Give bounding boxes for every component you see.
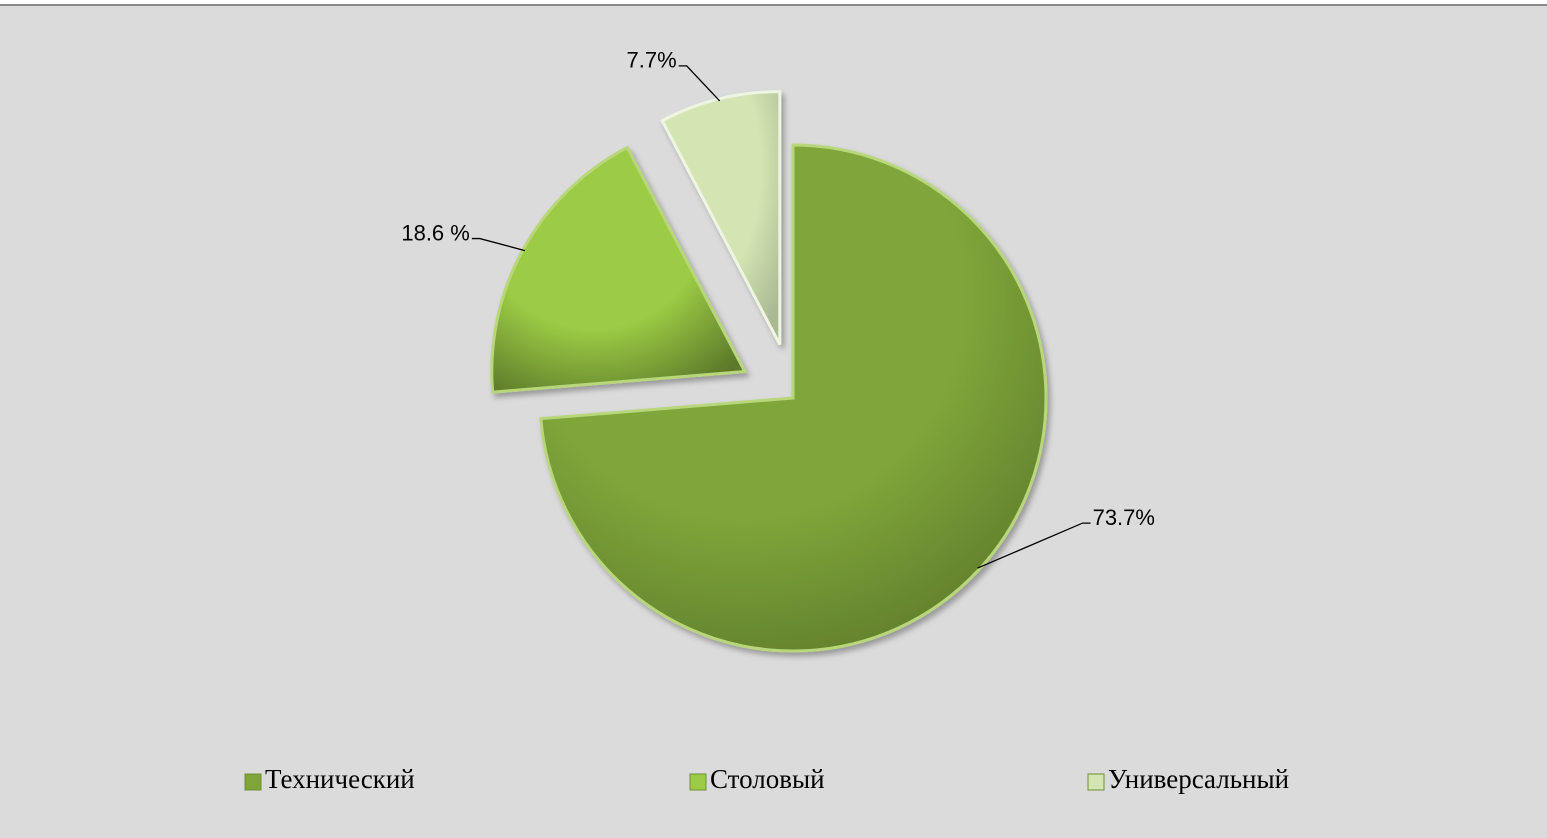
legend-marker <box>1087 773 1105 791</box>
data-label: 73.7% <box>1093 505 1155 530</box>
leader-line <box>678 65 721 102</box>
pie <box>490 90 1048 653</box>
leader-line <box>977 522 1091 569</box>
legend-label: Технический <box>265 764 415 794</box>
legend-marker <box>689 773 707 791</box>
legend-label: Столовый <box>710 764 825 794</box>
data-label: 7.7% <box>627 48 677 73</box>
leader-line <box>471 237 526 252</box>
data-label: 18.6 % <box>401 220 470 245</box>
legend-marker <box>244 773 262 791</box>
top-strip <box>0 0 1547 5</box>
legend-label: Универсальный <box>1108 764 1289 794</box>
pie-slice <box>660 90 782 346</box>
pie-slice <box>539 143 1048 653</box>
